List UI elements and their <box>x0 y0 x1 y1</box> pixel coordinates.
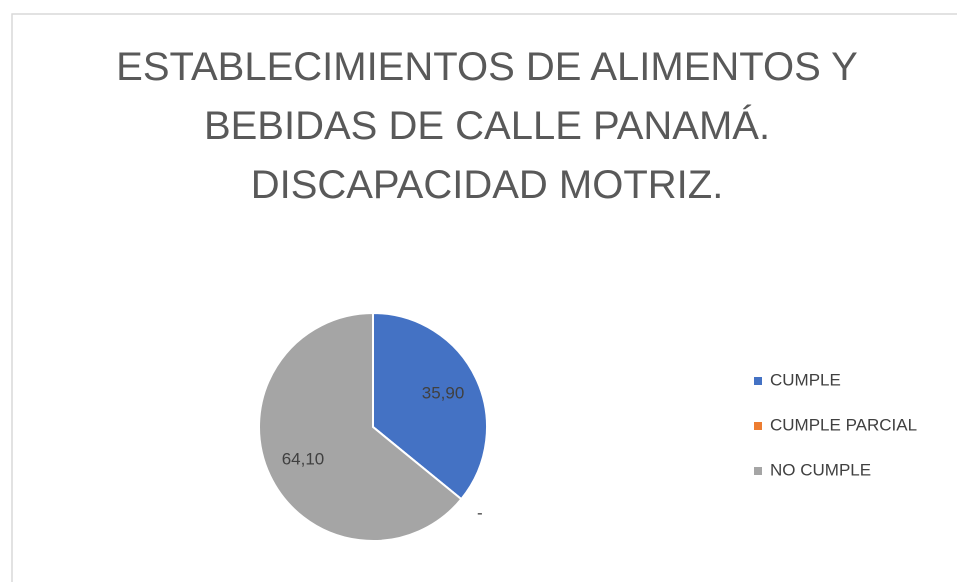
legend-label: CUMPLE PARCIAL <box>770 415 917 434</box>
data-label: 64,10 <box>282 450 325 469</box>
frame <box>11 13 957 582</box>
legend-swatch <box>754 467 762 475</box>
data-label: - <box>477 504 483 523</box>
pie-slice <box>258 311 463 542</box>
pie-slice <box>372 311 488 501</box>
data-label: 35,90 <box>422 383 465 402</box>
legend-label: CUMPLE <box>770 370 841 389</box>
legend-swatch <box>754 377 762 385</box>
chart-title: ESTABLECIMIENTOS DE ALIMENTOS Y BEBIDAS … <box>116 45 858 207</box>
legend-label: NO CUMPLE <box>770 460 871 479</box>
legend-swatch <box>754 422 762 430</box>
